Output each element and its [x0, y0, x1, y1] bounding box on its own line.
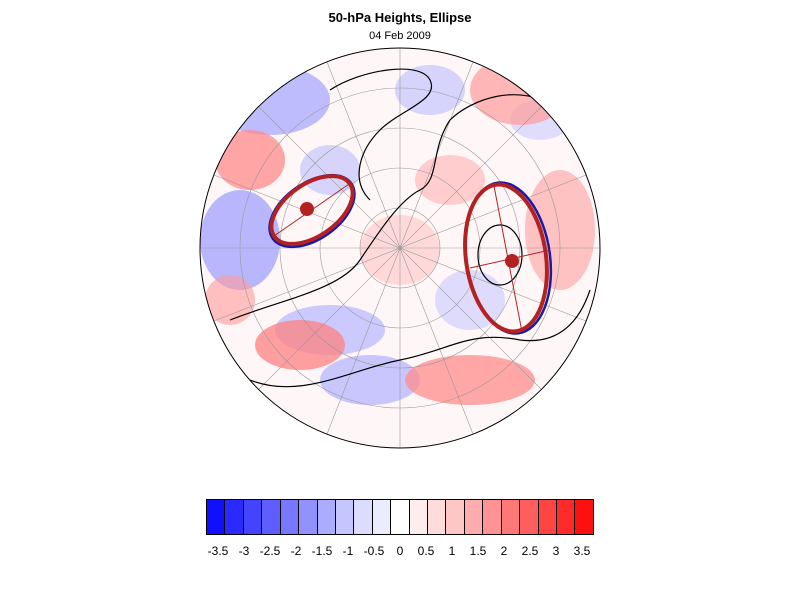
colorbar-swatch	[225, 500, 244, 534]
globe-outline	[199, 47, 601, 449]
anomaly-patch	[255, 320, 345, 370]
anomaly-patch	[525, 170, 595, 290]
colorbar-tick-label: -1.5	[311, 544, 333, 558]
colorbar-swatch	[575, 500, 593, 534]
colorbar-tick-label: 1.5	[469, 544, 487, 558]
colorbar-swatch	[501, 500, 521, 534]
anomaly-patch	[415, 155, 485, 205]
colorbar-swatch	[538, 500, 558, 534]
colorbar-tick-label: -3	[238, 544, 250, 558]
map-date: 04 Feb 2009	[369, 30, 431, 42]
colorbar-swatch	[446, 500, 465, 534]
vortex-ellipse-left	[268, 173, 356, 249]
colorbar-swatch	[391, 500, 410, 534]
colorbar-swatch	[299, 500, 318, 534]
colorbar-tick-label: 0.5	[417, 544, 435, 558]
map-title: 50-hPa Heights, Ellipse	[328, 10, 472, 25]
colorbar-tick-label: 2.5	[521, 544, 539, 558]
colorbar-swatch	[317, 500, 336, 534]
anomaly-patch	[205, 275, 255, 325]
anomaly-patch	[320, 355, 420, 405]
colorbar-swatch	[483, 500, 502, 534]
colorbar-swatch	[409, 500, 429, 534]
colorbar-swatch	[557, 500, 576, 534]
colorbar-swatch	[354, 500, 373, 534]
colorbar-tick-label: 0	[396, 544, 404, 558]
colorbar-tick-label: 2	[500, 544, 508, 558]
anomaly-patch	[210, 65, 330, 135]
colorbar-swatch	[372, 500, 392, 534]
colorbar-tick-label: 3	[552, 544, 560, 558]
height-contours	[229, 68, 591, 388]
colorbar-swatch	[262, 500, 281, 534]
anomaly-field	[200, 48, 600, 448]
colorbar	[206, 499, 594, 535]
colorbar-swatch	[520, 500, 539, 534]
anomaly-patch	[405, 355, 535, 405]
colorbar-tick-label: -3.5	[207, 544, 229, 558]
colorbar-swatch	[280, 500, 300, 534]
colorbar-swatch	[207, 500, 226, 534]
vortex-center-left	[300, 202, 314, 216]
colorbar-tick-label: 1	[448, 544, 456, 558]
anomaly-patch	[215, 130, 285, 190]
colorbar-swatch	[464, 500, 484, 534]
colorbar-swatch	[335, 500, 355, 534]
colorbar-tick-label: -0.5	[363, 544, 385, 558]
anomaly-patch	[395, 65, 465, 115]
vortex-center-right	[505, 254, 519, 268]
colorbar-tick-label: -2	[290, 544, 302, 558]
graticule	[200, 48, 600, 448]
anomaly-patch	[300, 145, 360, 195]
anomaly-patch	[470, 55, 570, 125]
colorbar-tick-label: -1	[342, 544, 354, 558]
colorbar-tick-label: 3.5	[573, 544, 591, 558]
colorbar-tick-label: -2.5	[259, 544, 281, 558]
colorbar-swatch	[243, 500, 263, 534]
colorbar-swatch	[428, 500, 447, 534]
vortex-ellipse-right	[463, 181, 553, 335]
